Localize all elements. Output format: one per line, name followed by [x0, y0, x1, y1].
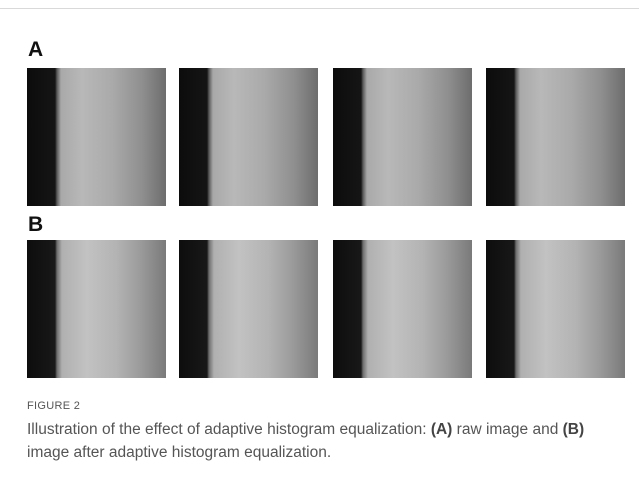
- caption-text: raw image and: [452, 421, 562, 438]
- image-tile: [333, 240, 472, 378]
- caption-ref: (B): [563, 421, 585, 438]
- image-tile: [27, 240, 166, 378]
- image-tile: [179, 240, 318, 378]
- panel-label: A: [28, 38, 43, 62]
- figure-label: FIGURE 2: [27, 400, 80, 412]
- panel-label: B: [28, 213, 43, 237]
- image-tile: [486, 240, 625, 378]
- image-tile: [27, 68, 166, 206]
- caption-ref: (A): [431, 421, 453, 438]
- image-tile: [179, 68, 318, 206]
- caption-text: image after adaptive histogram equalizat…: [27, 444, 331, 461]
- page: A B FIGURE 2 Illustration of the effect …: [0, 0, 639, 488]
- image-tile: [333, 68, 472, 206]
- figure-caption: Illustration of the effect of adaptive h…: [27, 418, 607, 464]
- image-tile: [486, 68, 625, 206]
- caption-text: Illustration of the effect of adaptive h…: [27, 421, 431, 438]
